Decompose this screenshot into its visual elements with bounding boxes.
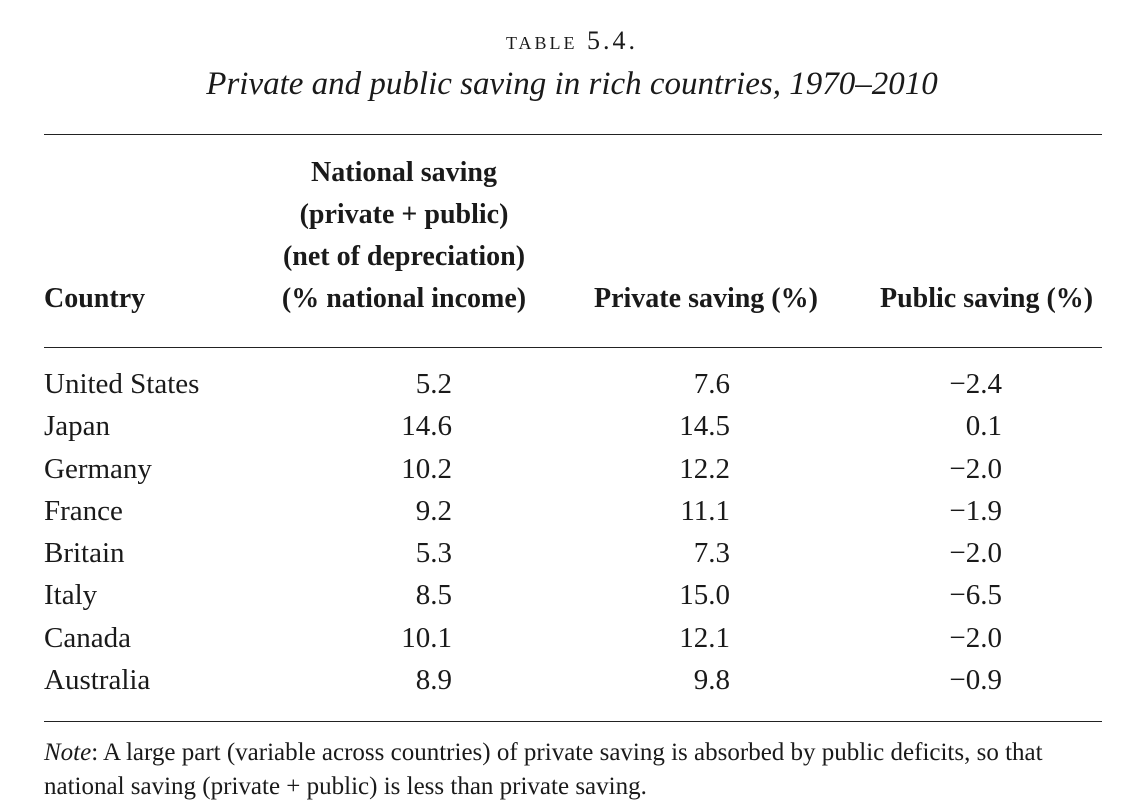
header-national-saving: National saving (private + public) (net … <box>262 152 546 320</box>
cell-private-saving: 11.1 <box>680 494 730 527</box>
header-country: Country <box>44 283 146 314</box>
cell-private-saving: 15.0 <box>679 579 730 612</box>
cell-national-saving: 10.1 <box>401 621 452 654</box>
table-row: Italy 8.5 15.0 −6.5 <box>0 574 1144 616</box>
cell-public-saving: −6.5 <box>949 579 1002 612</box>
bottom-rule <box>44 721 1102 722</box>
table-row: Japan 14.6 14.5 0.1 <box>0 405 1144 447</box>
table-row: Britain 5.3 7.3 −2.0 <box>0 532 1144 574</box>
cell-public-saving: −2.0 <box>949 621 1002 654</box>
cell-private-saving: 14.5 <box>679 410 730 443</box>
table-note: Note: A large part (variable across coun… <box>44 736 1104 804</box>
header-national-line: (net of depreciation) <box>282 241 526 272</box>
cell-country: Australia <box>44 664 151 697</box>
note-text: : A large part (variable across countrie… <box>44 739 1043 800</box>
cell-public-saving: −2.0 <box>949 452 1002 485</box>
cell-private-saving: 12.1 <box>679 621 730 654</box>
cell-private-saving: 7.6 <box>693 368 730 400</box>
table-body: United States 5.2 7.6 −2.4 Japan 14.6 14… <box>0 363 1144 701</box>
header-national-line: (private + public) <box>299 199 509 230</box>
header-private-saving: Private saving (%) <box>594 283 818 314</box>
cell-country: Italy <box>44 579 98 612</box>
cell-national-saving: 5.2 <box>415 368 452 400</box>
cell-public-saving: −2.4 <box>949 368 1002 400</box>
cell-country: Japan <box>44 410 111 443</box>
cell-national-saving: 5.3 <box>415 537 452 570</box>
cell-private-saving: 7.3 <box>693 537 730 570</box>
cell-private-saving: 9.8 <box>693 664 730 697</box>
cell-national-saving: 9.2 <box>415 494 452 527</box>
cell-national-saving: 14.6 <box>401 410 452 443</box>
top-rule <box>44 134 1102 135</box>
table-row: United States 5.2 7.6 −2.4 <box>0 363 1144 405</box>
header-national-line: (% national income) <box>281 283 527 314</box>
table-row: France 9.2 11.1 −1.9 <box>0 490 1144 532</box>
cell-national-saving: 8.9 <box>415 664 452 697</box>
note-label: Note <box>44 739 92 766</box>
table-title: Private and public saving in rich countr… <box>206 66 938 102</box>
table-row: Australia 8.9 9.8 −0.9 <box>0 659 1144 701</box>
table-label: TABLE 5.4. <box>505 26 639 55</box>
header-public-saving: Public saving (%) <box>880 283 1094 314</box>
header-rule <box>44 347 1102 348</box>
cell-national-saving: 10.2 <box>401 452 452 485</box>
cell-public-saving: −2.0 <box>949 537 1002 570</box>
cell-public-saving: 0.1 <box>965 410 1002 443</box>
cell-country: France <box>44 494 123 527</box>
cell-country: Britain <box>44 537 125 570</box>
cell-country: Germany <box>44 452 152 485</box>
table-row: Canada 10.1 12.1 −2.0 <box>0 617 1144 659</box>
cell-private-saving: 12.2 <box>679 452 730 485</box>
cell-country: Canada <box>44 621 131 654</box>
table-row: Germany 10.2 12.2 −2.0 <box>0 448 1144 490</box>
cell-national-saving: 8.5 <box>415 579 452 612</box>
cell-public-saving: −0.9 <box>949 664 1002 697</box>
cell-country: United States <box>44 368 200 400</box>
cell-public-saving: −1.9 <box>949 494 1002 527</box>
header-national-line: National saving <box>311 157 497 188</box>
